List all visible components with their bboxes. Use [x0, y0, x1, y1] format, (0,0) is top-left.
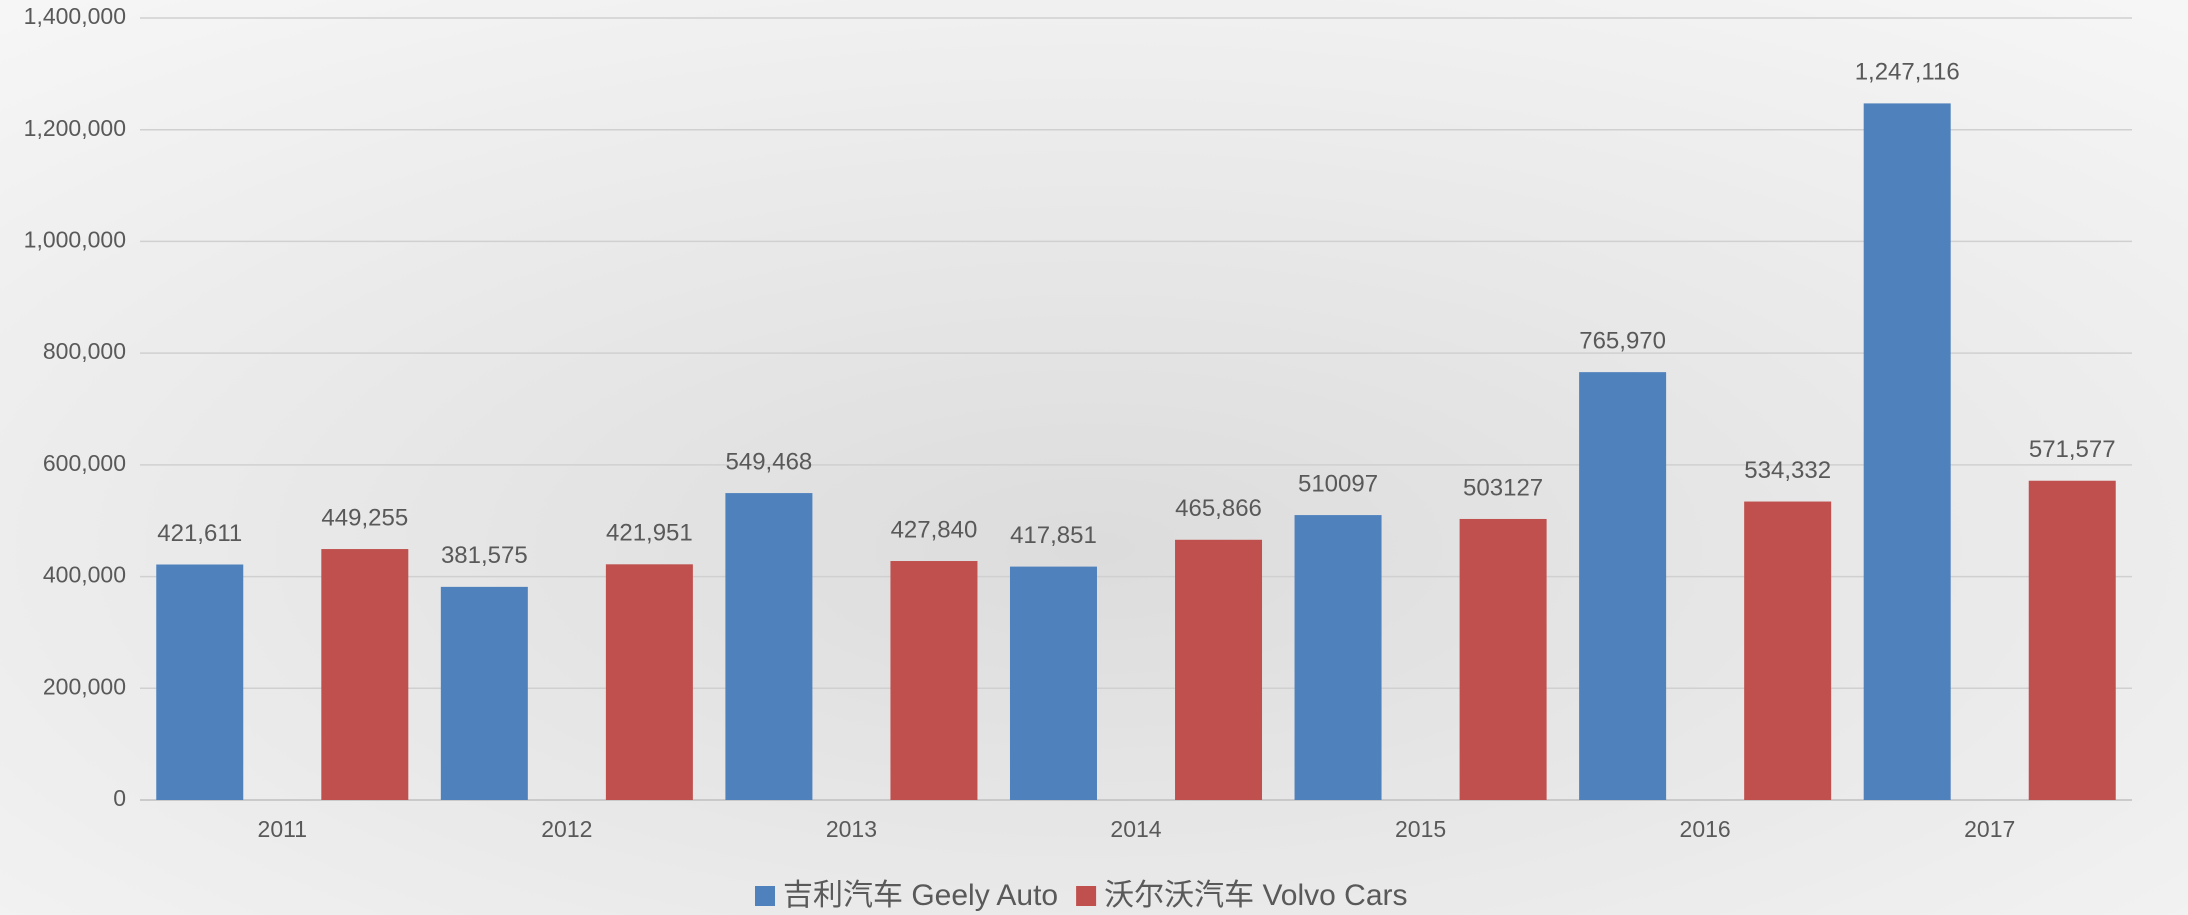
x-tick-label: 2012	[541, 816, 592, 842]
y-tick-label: 200,000	[43, 673, 126, 699]
value-label: 421,611	[157, 520, 242, 547]
legend-label: 沃尔沃汽车 Volvo Cars	[1104, 879, 1407, 912]
x-tick-label: 2014	[1110, 816, 1161, 842]
y-tick-label: 1,000,000	[24, 227, 126, 253]
value-label: 427,840	[891, 516, 978, 543]
value-label: 503127	[1463, 474, 1543, 501]
bar	[1175, 540, 1262, 800]
legend-label: 吉利汽车 Geely Auto	[783, 879, 1058, 912]
bar	[1579, 372, 1666, 800]
bar	[890, 561, 977, 800]
bar	[606, 564, 693, 800]
value-label: 449,255	[321, 504, 408, 531]
bar	[1295, 515, 1382, 800]
value-label: 417,851	[1010, 522, 1097, 549]
bar	[1864, 103, 1951, 800]
bar	[156, 565, 243, 800]
bar	[441, 587, 528, 800]
y-tick-label: 600,000	[43, 450, 126, 476]
value-label: 534,332	[1744, 457, 1831, 484]
value-label: 510097	[1298, 470, 1378, 497]
y-tick-label: 400,000	[43, 562, 126, 588]
x-tick-label: 2011	[258, 816, 307, 842]
bar	[1010, 567, 1097, 800]
value-label: 571,577	[2029, 436, 2116, 463]
x-tick-label: 2013	[826, 816, 877, 842]
x-tick-label: 2017	[1964, 816, 2015, 842]
x-tick-label: 2015	[1395, 816, 1446, 842]
y-tick-label: 800,000	[43, 338, 126, 364]
x-tick-label: 2016	[1680, 816, 1731, 842]
value-label: 765,970	[1579, 327, 1666, 354]
value-label: 381,575	[441, 542, 528, 569]
bar	[321, 549, 408, 800]
chart: 0 200,000 400,000 600,000 800,000 1,000,000 1,…	[0, 0, 2188, 915]
legend-swatch	[755, 886, 775, 906]
bar	[725, 493, 812, 800]
y-tick-label: 0	[113, 785, 126, 811]
y-tick-label: 1,200,000	[24, 115, 126, 141]
value-label: 549,468	[726, 448, 813, 475]
y-tick-label: 1,400,000	[24, 3, 126, 29]
value-label: 465,866	[1175, 495, 1262, 522]
bar	[1744, 502, 1831, 800]
value-label: 1,247,116	[1855, 59, 1960, 86]
legend-swatch	[1076, 886, 1096, 906]
bar	[2029, 481, 2116, 800]
value-label: 421,951	[606, 520, 693, 547]
bar	[1460, 519, 1547, 800]
